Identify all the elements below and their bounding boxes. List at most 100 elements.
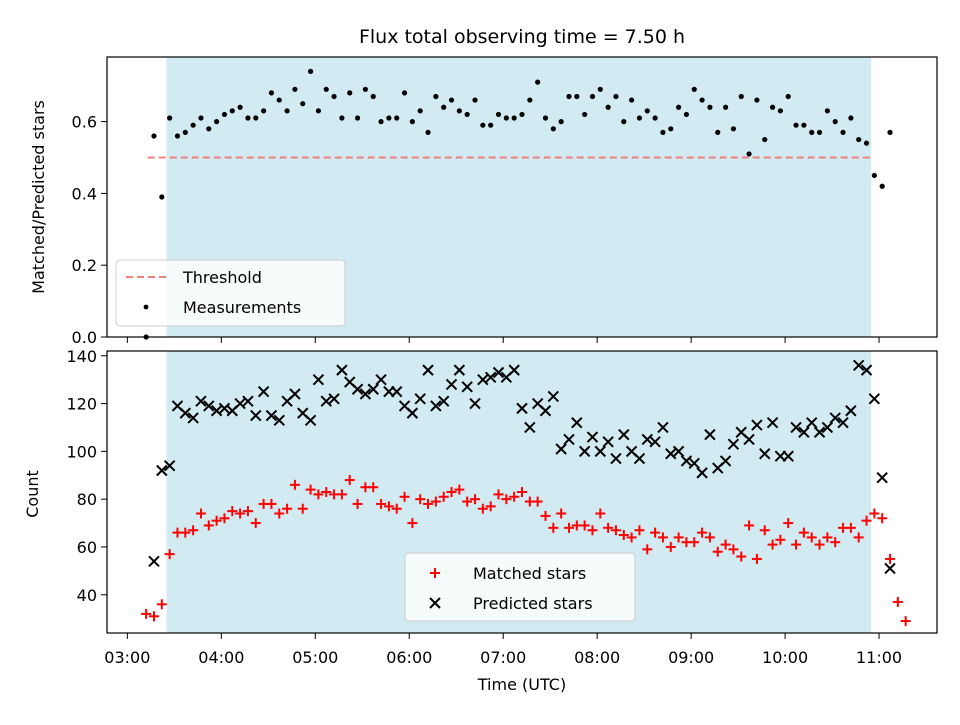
- matched-star-point: [501, 494, 512, 505]
- bottom-y-tick-label: 60: [77, 538, 97, 557]
- measurement-point: [511, 115, 517, 121]
- matched-star-point: [751, 553, 762, 564]
- predicted-star-point: [806, 416, 818, 429]
- predicted-star-point: [641, 433, 653, 446]
- predicted-star-point: [336, 364, 348, 376]
- top-y-tick-label: 0.4: [72, 184, 97, 203]
- matched-star-point: [767, 539, 778, 550]
- predicted-star-point: [469, 397, 481, 410]
- x-tick-label: 07:00: [480, 648, 526, 667]
- measurement-point: [605, 104, 611, 110]
- measurement-point: [386, 115, 392, 121]
- bottom-legend: Matched stars Predicted stars: [404, 552, 636, 622]
- matched-star-point: [344, 475, 355, 486]
- matched-star-point: [266, 498, 277, 509]
- top-y-tick-label: 0.6: [72, 113, 97, 132]
- matched-star-point: [430, 496, 441, 507]
- measurement-point: [676, 104, 682, 110]
- predicted-star-point: [884, 562, 896, 575]
- matched-star-point: [532, 496, 543, 507]
- measurement-point: [229, 108, 235, 114]
- matched-star-point: [211, 515, 222, 526]
- measurement-point: [464, 111, 470, 118]
- predicted-star-point: [782, 450, 794, 462]
- predicted-star-point: [633, 452, 646, 465]
- predicted-star-point: [649, 436, 661, 448]
- predicted-star-point: [852, 359, 865, 372]
- matched-star-point: [188, 525, 199, 536]
- matched-star-point: [219, 513, 230, 524]
- matched-star-point: [446, 487, 457, 497]
- predicted-star-point: [837, 416, 849, 429]
- matched-star-point: [250, 518, 261, 529]
- matched-star-point: [376, 498, 387, 509]
- measurement-point: [848, 115, 854, 121]
- predicted-star-point: [492, 366, 505, 379]
- matched-star-point: [289, 479, 300, 490]
- predicted-star-point: [234, 397, 246, 410]
- matched-star-point: [156, 599, 167, 610]
- measurement-point: [503, 115, 509, 121]
- predicted-star-point: [798, 426, 810, 438]
- predicted-star-point: [203, 400, 215, 412]
- predicted-star-point: [391, 385, 403, 398]
- predicted-star-point: [422, 364, 434, 376]
- matched-star-point: [806, 532, 817, 543]
- matched-star-point: [383, 501, 394, 512]
- predicted-star-point: [289, 388, 301, 400]
- predicted-star-point: [437, 395, 450, 407]
- predicted-star-point: [218, 402, 231, 415]
- measurement-point: [832, 119, 838, 125]
- matched-star-point: [148, 611, 159, 622]
- predicted-star-point: [563, 433, 575, 446]
- predicted-star-point: [359, 388, 372, 400]
- predicted-star-point: [868, 393, 881, 405]
- top-x-axis: [126, 337, 880, 343]
- predicted-star-point: [665, 448, 677, 460]
- matched-star-point: [477, 503, 488, 514]
- measurement-point: [558, 119, 564, 125]
- top-legend: Threshold Measurements: [115, 259, 346, 327]
- matched-star-point: [720, 539, 731, 550]
- matched-star-point: [900, 616, 911, 627]
- measurement-point: [777, 108, 783, 114]
- predicted-star-point: [516, 402, 528, 415]
- measurement-point: [550, 126, 556, 132]
- measurement-point: [495, 111, 502, 118]
- measurement-point: [652, 115, 658, 121]
- measurement-point: [206, 126, 212, 132]
- measurement-point: [785, 93, 791, 100]
- measurement-point: [856, 136, 862, 143]
- predicted-star-point: [477, 373, 489, 386]
- legend-measurements-label: Measurements: [183, 298, 301, 317]
- measurement-point: [480, 122, 486, 128]
- measurement-point: [738, 93, 744, 100]
- bottom-y-axis: 40 60 80 100 120 140: [66, 347, 107, 605]
- predicted-star-point: [759, 448, 771, 460]
- predicted-star-point: [610, 452, 622, 465]
- predicted-star-point: [829, 412, 841, 424]
- measurement-point: [159, 194, 165, 200]
- measurement-point: [378, 119, 384, 125]
- x-tick-label: 06:00: [386, 648, 432, 667]
- matched-star-point: [321, 487, 332, 497]
- measurement-point: [307, 68, 314, 74]
- measurement-point: [668, 126, 674, 132]
- top-y-axis: 0.0 0.2 0.4 0.6: [72, 113, 107, 347]
- predicted-star-point: [484, 371, 497, 383]
- matched-star-point: [517, 487, 527, 497]
- measurement-point: [488, 122, 494, 128]
- predicted-star-point: [163, 460, 176, 472]
- matched-star-point: [657, 532, 668, 543]
- matched-star-point: [845, 522, 856, 533]
- bottom-y-axis-label: Count: [23, 470, 42, 518]
- measurement-point: [613, 93, 619, 100]
- matched-star-point: [336, 489, 347, 500]
- measurement-point: [221, 111, 228, 118]
- matched-star-point: [563, 522, 574, 533]
- measurement-point: [691, 86, 697, 92]
- predicted-star-point: [250, 409, 262, 422]
- x-tick-label: 10:00: [762, 648, 808, 667]
- predicted-star-point: [594, 445, 607, 458]
